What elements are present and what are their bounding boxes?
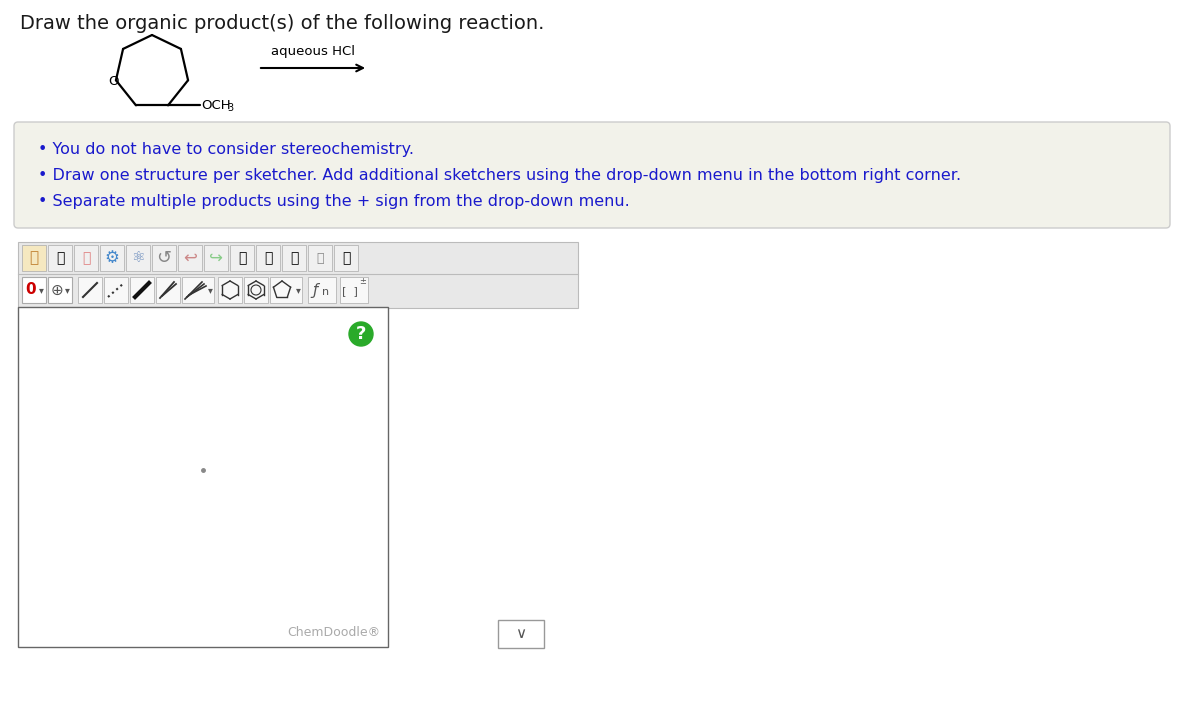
Text: ⚙: ⚙ [104,249,120,267]
Text: 📋: 📋 [264,251,272,265]
Bar [22,245,46,271]
Bar [182,277,214,303]
Text: 0: 0 [26,283,37,297]
Text: 🧪: 🧪 [56,251,64,265]
Text: 🎨: 🎨 [342,251,350,265]
Text: 🔎: 🔎 [316,252,323,264]
Bar [22,277,46,303]
Text: ▾: ▾ [65,285,70,295]
Bar [126,245,150,271]
Text: ✋: ✋ [30,250,39,266]
Text: ▾: ▾ [39,285,44,295]
Bar [340,277,368,303]
Text: ⚛: ⚛ [131,250,144,266]
FancyBboxPatch shape [498,620,543,648]
Bar [18,242,578,308]
Text: 3: 3 [227,103,233,113]
FancyBboxPatch shape [14,122,1170,228]
Bar [308,277,336,303]
Text: ↩: ↩ [184,249,197,267]
Text: ▾: ▾ [207,285,212,295]
Text: ChemDoodle®: ChemDoodle® [287,626,380,639]
Bar [204,245,229,271]
Text: • You do not have to consider stereochemistry.: • You do not have to consider stereochem… [38,142,414,157]
Text: 🧹: 🧹 [82,251,90,265]
Bar [156,277,180,303]
Text: 🔊: 🔊 [238,251,246,265]
Text: [  ]: [ ] [342,286,358,296]
Text: ƒ: ƒ [313,283,317,299]
Bar [49,277,72,303]
Text: ∨: ∨ [515,626,527,642]
Text: ±: ± [360,278,366,287]
Bar [49,245,72,271]
Bar [178,245,202,271]
Bar [99,245,124,271]
Bar [308,245,332,271]
Text: 🔍: 🔍 [290,251,298,265]
Text: n: n [322,287,329,297]
Text: • Draw one structure per sketcher. Add additional sketchers using the drop-down : • Draw one structure per sketcher. Add a… [38,168,961,183]
Bar [270,277,302,303]
Text: O: O [109,75,120,88]
Bar [256,245,279,271]
Bar [218,277,242,303]
Text: ↺: ↺ [156,249,172,267]
Bar [104,277,128,303]
Text: ?: ? [356,325,366,343]
Bar [152,245,176,271]
Bar [244,277,268,303]
Text: ▾: ▾ [296,285,301,295]
Text: OCH: OCH [201,99,231,112]
Bar [73,245,98,271]
Bar [78,277,102,303]
Bar [334,245,358,271]
Text: aqueous HCl: aqueous HCl [271,45,355,58]
Text: • Separate multiple products using the + sign from the drop-down menu.: • Separate multiple products using the +… [38,194,630,209]
Bar [130,277,154,303]
Text: ↪: ↪ [210,249,223,267]
Bar [282,245,305,271]
Text: Draw the organic product(s) of the following reaction.: Draw the organic product(s) of the follo… [20,14,545,33]
Text: ⊕: ⊕ [51,283,64,297]
Bar [230,245,255,271]
Bar [18,307,388,647]
Circle shape [349,322,373,346]
